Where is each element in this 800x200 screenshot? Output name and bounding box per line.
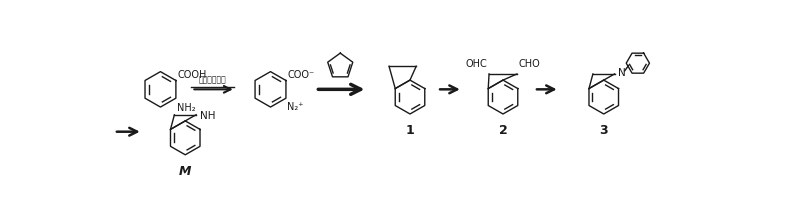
Text: NH: NH	[200, 110, 215, 120]
Text: M: M	[179, 164, 191, 177]
Text: 1: 1	[406, 124, 414, 137]
Text: N₂⁺: N₂⁺	[287, 102, 304, 112]
Text: COO⁻: COO⁻	[287, 70, 314, 80]
Text: N: N	[618, 68, 626, 78]
Text: NH₂: NH₂	[178, 103, 196, 112]
Text: CHO: CHO	[518, 58, 540, 68]
Text: COOH: COOH	[178, 70, 207, 80]
Text: 3: 3	[599, 124, 608, 137]
Text: 亚锱酸异戊酯: 亚锱酸异戊酯	[198, 75, 226, 84]
Text: 2: 2	[498, 124, 507, 137]
Text: OHC: OHC	[466, 58, 487, 68]
